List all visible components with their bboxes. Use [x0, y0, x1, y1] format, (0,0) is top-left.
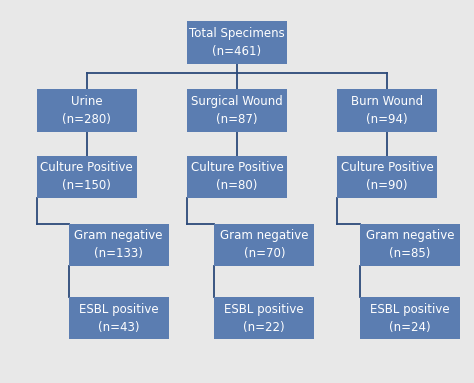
Text: ESBL positive
(n=43): ESBL positive (n=43) [79, 303, 158, 334]
FancyBboxPatch shape [37, 155, 137, 198]
FancyBboxPatch shape [187, 90, 287, 132]
FancyBboxPatch shape [214, 224, 314, 266]
Text: Total Specimens
(n=461): Total Specimens (n=461) [189, 27, 285, 58]
Text: Surgical Wound
(n=87): Surgical Wound (n=87) [191, 95, 283, 126]
FancyBboxPatch shape [69, 224, 169, 266]
Text: Urine
(n=280): Urine (n=280) [63, 95, 111, 126]
FancyBboxPatch shape [187, 21, 287, 64]
Text: Culture Positive
(n=80): Culture Positive (n=80) [191, 161, 283, 192]
FancyBboxPatch shape [337, 90, 437, 132]
FancyBboxPatch shape [360, 224, 460, 266]
Text: Culture Positive
(n=90): Culture Positive (n=90) [341, 161, 434, 192]
FancyBboxPatch shape [214, 297, 314, 339]
FancyBboxPatch shape [187, 155, 287, 198]
FancyBboxPatch shape [360, 297, 460, 339]
Text: Gram negative
(n=133): Gram negative (n=133) [74, 229, 163, 260]
FancyBboxPatch shape [37, 90, 137, 132]
FancyBboxPatch shape [337, 155, 437, 198]
FancyBboxPatch shape [69, 297, 169, 339]
Text: ESBL positive
(n=22): ESBL positive (n=22) [225, 303, 304, 334]
Text: Gram negative
(n=70): Gram negative (n=70) [220, 229, 309, 260]
Text: ESBL positive
(n=24): ESBL positive (n=24) [370, 303, 450, 334]
Text: Culture Positive
(n=150): Culture Positive (n=150) [40, 161, 133, 192]
Text: Burn Wound
(n=94): Burn Wound (n=94) [351, 95, 423, 126]
Text: Gram negative
(n=85): Gram negative (n=85) [365, 229, 454, 260]
